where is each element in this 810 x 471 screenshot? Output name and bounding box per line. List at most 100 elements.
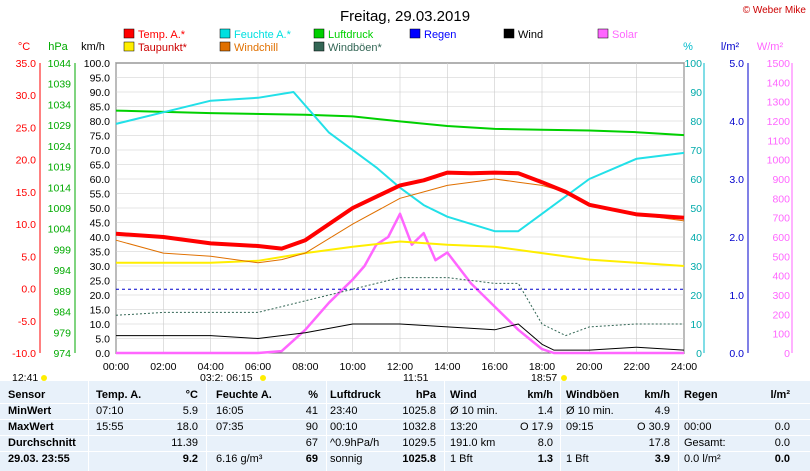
legend-label: Wind [518,29,543,41]
table-cell: 29.03. 23:55 [8,453,70,465]
table-cell: Regen [684,389,718,401]
table-cell: 1 Bft [566,453,589,465]
axis-unit-wind: km/h [81,41,105,53]
tick-pressure: 979 [53,327,71,339]
tick-pressure: 974 [53,348,71,360]
table-cell: 5.9 [182,405,198,417]
table-row-separator [0,419,810,420]
table-cell: 8.0 [537,437,553,449]
tick-humidity: 60 [690,174,702,186]
table-row-separator [0,451,810,452]
table-separator [560,381,561,471]
tick-pressure: 1014 [48,182,72,194]
table-cell: 4.9 [654,405,670,417]
series-lines [115,91,685,355]
tick-solar: 1000 [767,155,791,167]
tick-x: 14:00 [434,361,460,373]
marker-sunset: 18:57 [531,372,557,381]
tick-solar: 500 [772,251,790,263]
tick-temp: -5.0 [18,316,36,328]
table-cell: 67 [305,437,318,449]
tick-solar: 700 [772,213,790,225]
copyright-label: © Weber Mike [743,5,807,16]
table-cell: sonnig [330,453,363,465]
table-cell: 16:05 [216,405,244,417]
legend-swatch [219,41,231,52]
tick-wind: 80.0 [90,116,111,128]
tick-temp: 5.0 [21,251,36,263]
tick-wind: 15.0 [90,305,111,317]
table-cell: 1029.5 [402,437,436,449]
table-cell: O 30.9 [636,421,670,433]
tick-x: 10:00 [340,361,366,373]
tick-rain: 4.0 [729,116,744,128]
table-cell: Wind [450,389,477,401]
tick-humidity: 80 [690,116,702,128]
tick-temp: 35.0 [16,58,37,70]
tick-humidity: 100 [684,58,702,70]
table-cell: Windböen [566,389,620,401]
legend-swatch [123,28,135,39]
series-windben [115,277,684,337]
tick-x: 02:00 [150,361,176,373]
tick-x: 12:00 [387,361,413,373]
table-cell: 0.0 l/m² [684,453,721,465]
tick-solar: 400 [772,271,790,283]
table-cell: 1025.8 [402,405,436,417]
tick-temp: 20.0 [16,155,37,167]
table-cell: 15:55 [96,421,124,433]
table-cell: 1 Bft [450,453,473,465]
tick-temp: 30.0 [16,90,37,102]
marker-left: 12:41 [12,372,38,381]
tick-wind: 45.0 [90,218,111,230]
table-cell: 17.8 [648,437,670,449]
tick-humidity: 30 [690,261,702,273]
legend-swatch [219,28,231,39]
tick-wind: 0.0 [95,348,110,360]
chart-title: Freitag, 29.03.2019 [340,8,470,25]
tick-wind: 10.0 [90,319,111,331]
legend-swatch [503,28,515,39]
table-cell: 69 [305,453,318,465]
table-separator [444,381,445,471]
table-cell: 6.16 g/m³ [216,453,263,465]
table-cell: 90 [305,421,318,433]
marker-sunrise: 03:2: 06:15 [200,372,253,381]
tick-pressure: 1029 [48,120,72,132]
tick-x: 08:00 [292,361,318,373]
tick-pressure: 989 [53,286,71,298]
marker-noon: 11:51 [403,372,429,381]
table-cell: hPa [415,389,436,401]
table-cell: 07:10 [96,405,124,417]
table-cell: 13:20 [450,421,478,433]
table-cell: Temp. A. [96,389,142,401]
axis-unit-humidity: % [683,41,693,53]
table-cell: Ø 10 min. [450,405,498,417]
tick-humidity: 50 [690,203,702,215]
legend-swatch [409,28,421,39]
table-cell: MinWert [8,405,52,417]
table-cell: 9.2 [182,453,198,465]
table-cell: 1032.8 [402,421,436,433]
axis-unit-temp: °C [18,41,30,53]
tick-x: 00:00 [103,361,129,373]
tick-temp: -10.0 [12,348,36,360]
tick-wind: 90.0 [90,87,111,99]
axis-unit-rain: l/m² [721,41,740,53]
table-row-separator [0,435,810,436]
table-row-separator [0,403,810,404]
tick-x: 06:00 [245,361,271,373]
table-cell: 3.9 [654,453,670,465]
tick-x: 18:00 [529,361,555,373]
tick-x: 22:00 [624,361,650,373]
tick-wind: 70.0 [90,145,111,157]
table-cell: 07:35 [216,421,244,433]
legend-swatch [313,41,325,52]
table-cell: 1025.8 [402,453,436,465]
legend-swatch [123,41,135,52]
table-cell: Gesamt: [684,437,726,449]
tick-wind: 20.0 [90,290,111,302]
tick-humidity: 20 [690,290,702,302]
axis-units: °C hPa km/h% l/m² W/m² [18,41,784,53]
tick-wind: 60.0 [90,174,111,186]
